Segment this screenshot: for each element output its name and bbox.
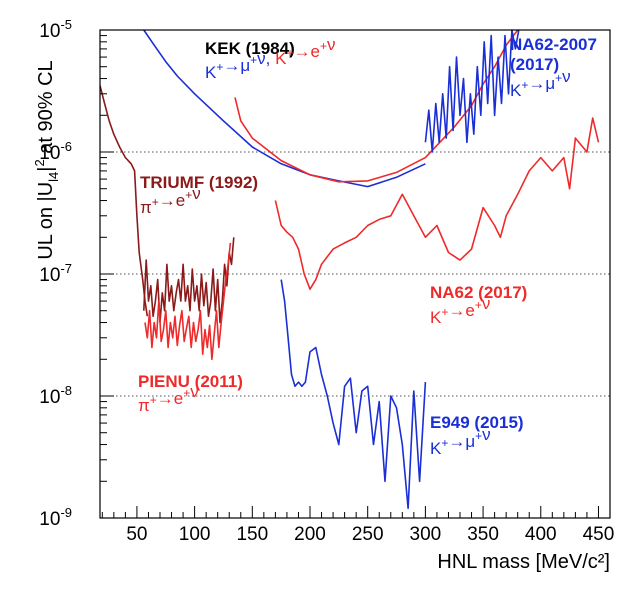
series-line-pienu-lower (144, 242, 232, 361)
annotation-kek-title: KEK (1984) (205, 39, 295, 58)
annotation-pienu-title: PIENU (2011) (138, 372, 243, 391)
annotations: KEK (1984)K+→μ+ν, K+→e+ν NA62-2007(2017)K… (138, 35, 597, 458)
annotation-na62-title: NA62 (2017) (430, 283, 527, 302)
x-tick-label: 100 (179, 524, 211, 545)
y-tick-label: 10-8 (39, 383, 72, 408)
series-line-kek-1 (143, 29, 426, 188)
y-tick-label: 10-9 (39, 505, 72, 530)
annotation-e949-process: K+→μ+ν (430, 425, 491, 458)
x-tick-label: 300 (410, 524, 442, 545)
annotation-na62-2007-process: K+→μ+ν (510, 67, 571, 100)
y-tick-label: 10-5 (39, 17, 72, 42)
annotation-triumf-process: π+→e+ν (140, 184, 201, 217)
annotation-pienu-process: π+→e+ν (138, 382, 199, 415)
y-tick-labels: 10-9 10-8 10-7 10-6 10-5 (39, 17, 72, 530)
series-line-triumf (99, 85, 149, 317)
x-tick-label: 150 (236, 524, 268, 545)
x-tick-label: 350 (467, 524, 499, 545)
annotation-kek-process: K+→μ+ν, K+→e+ν (205, 35, 335, 82)
annotation-triumf-title: TRIUMF (1992) (140, 173, 258, 192)
x-tick-label: 50 (126, 524, 147, 545)
series-layer (99, 29, 600, 510)
series-line-na62-2007 (424, 29, 520, 153)
annotation-na62-process: K+→e+ν (430, 294, 490, 327)
series-line-na62 (274, 117, 600, 291)
y-axis-title: UL on |Ul4|2 at 90% CL (32, 60, 61, 259)
series-line-kek-2 (234, 29, 519, 183)
plot-frame (99, 29, 611, 519)
x-tick-label: 200 (294, 524, 326, 545)
annotation-e949-title: E949 (2015) (430, 413, 524, 432)
x-tick-label: 250 (352, 524, 384, 545)
x-tick-label: 400 (525, 524, 557, 545)
x-tick-label: 450 (583, 524, 615, 545)
x-tick-labels: 50 100 150 200 250 300 350 400 450 (126, 524, 614, 545)
y-tick-label: 10-6 (39, 139, 72, 164)
series-line-e949 (280, 279, 427, 510)
annotation-na62-2007-title2: (2017) (510, 55, 559, 74)
y-tick-label: 10-7 (39, 261, 72, 286)
grid-lines (100, 151, 610, 397)
series-line-pienu-upper (143, 237, 235, 324)
y-axis-title-text: UL on |Ul4|2 at 90% CL (32, 60, 61, 259)
x-axis-title: HNL mass [MeV/c²] (437, 551, 610, 573)
annotation-na62-2007-title: NA62-2007 (510, 35, 597, 54)
